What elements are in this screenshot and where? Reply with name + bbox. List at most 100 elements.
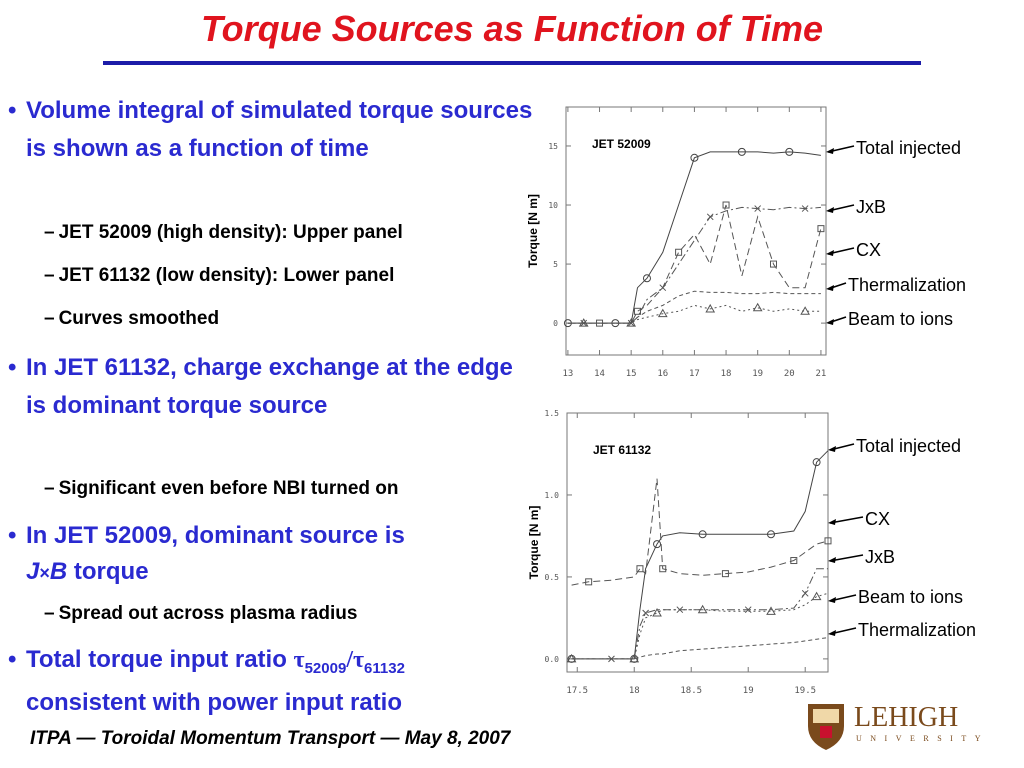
y-tick-label: 5 bbox=[553, 260, 558, 269]
x-tick-label: 21 bbox=[816, 369, 827, 379]
plot-frame bbox=[565, 106, 827, 356]
text: In JET 52009, dominant source is bbox=[26, 522, 405, 549]
footer: ITPA — Toroidal Momentum Transport — May… bbox=[30, 728, 511, 749]
series-line bbox=[567, 204, 822, 324]
marker bbox=[722, 201, 730, 209]
x-tick-label: 16 bbox=[657, 369, 668, 379]
y-tick-label: 1.0 bbox=[545, 491, 560, 500]
text: 52009 bbox=[304, 659, 347, 677]
marker bbox=[812, 458, 821, 467]
marker bbox=[697, 604, 708, 614]
marker bbox=[824, 537, 832, 545]
series-line bbox=[571, 450, 829, 660]
legend-label: Thermalization bbox=[848, 275, 966, 295]
x-tick-label: 19 bbox=[743, 686, 754, 696]
series-line bbox=[567, 206, 821, 324]
title-rule bbox=[103, 61, 921, 65]
legend-label: JxB bbox=[856, 197, 886, 217]
series-line bbox=[567, 151, 821, 324]
legend-arrowhead bbox=[826, 250, 834, 256]
marker bbox=[767, 530, 776, 539]
bullet: In JET 61132, charge exchange at the edg… bbox=[8, 349, 536, 425]
text: torque bbox=[73, 558, 149, 585]
marker bbox=[652, 607, 662, 617]
x-tick-label: 14 bbox=[594, 369, 605, 379]
chart-title: JET 61132 bbox=[593, 443, 651, 457]
marker bbox=[566, 653, 577, 663]
marker bbox=[766, 606, 776, 615]
text: J bbox=[26, 558, 40, 585]
marker bbox=[659, 565, 667, 573]
legend-label: Total injected bbox=[856, 138, 961, 158]
legend-arrowhead bbox=[828, 557, 836, 563]
marker bbox=[578, 318, 589, 327]
series-line bbox=[571, 592, 829, 660]
y-tick-label: 0.5 bbox=[545, 573, 560, 582]
marker bbox=[653, 540, 662, 549]
y-tick-label: 0 bbox=[553, 319, 558, 328]
marker bbox=[675, 248, 683, 256]
marker bbox=[705, 303, 716, 313]
title: Torque Sources as Function of Time bbox=[200, 8, 824, 49]
marker bbox=[636, 565, 644, 573]
text: /τ bbox=[346, 647, 365, 673]
series-line bbox=[571, 568, 828, 660]
y-axis-label: Torque [N m] bbox=[526, 194, 540, 268]
x-tick-label: 17.5 bbox=[566, 686, 588, 696]
sub-bullet: JET 52009 (high density): Upper panel bbox=[44, 222, 524, 244]
chart-title: JET 52009 bbox=[592, 137, 651, 151]
marker bbox=[642, 609, 649, 617]
marker bbox=[626, 318, 637, 327]
legend-label: JxB bbox=[865, 547, 895, 567]
legend-arrowhead bbox=[826, 148, 834, 154]
series-line bbox=[571, 478, 829, 586]
bullet: In JET 52009, dominant source is J×B torq… bbox=[8, 518, 536, 591]
marker bbox=[737, 147, 746, 156]
x-tick-label: 18.5 bbox=[680, 686, 702, 696]
logo-subtitle: UNIVERSITY bbox=[856, 734, 989, 743]
legend-label: CX bbox=[865, 509, 890, 529]
marker bbox=[752, 302, 763, 312]
marker bbox=[801, 589, 809, 597]
logo-shield bbox=[808, 704, 844, 750]
text: consistent with power input ratio bbox=[26, 688, 403, 716]
x-tick-label: 13 bbox=[562, 369, 573, 379]
legend-arrowhead bbox=[826, 285, 834, 291]
marker bbox=[690, 153, 699, 162]
series-line bbox=[571, 637, 829, 660]
marker bbox=[633, 307, 641, 315]
legend-arrowhead bbox=[828, 519, 836, 525]
legend-arrowhead bbox=[828, 597, 836, 603]
legend-label: CX bbox=[856, 240, 881, 260]
y-tick-label: 10 bbox=[548, 201, 558, 210]
marker bbox=[608, 655, 615, 663]
x-tick-label: 15 bbox=[626, 369, 637, 379]
legend-label: Total injected bbox=[856, 436, 961, 456]
x-tick-label: 18 bbox=[629, 686, 640, 696]
series-line bbox=[567, 290, 821, 324]
marker bbox=[585, 578, 593, 586]
bullet: Total torque input ratio τ52009/τ61132 co… bbox=[8, 643, 536, 720]
marker bbox=[785, 147, 794, 156]
x-tick-label: 19 bbox=[752, 369, 763, 379]
plot-frame bbox=[566, 412, 829, 673]
logo-name: LEHIGH bbox=[854, 702, 958, 733]
x-tick-label: 19.5 bbox=[794, 686, 816, 696]
text: τ bbox=[293, 647, 305, 673]
sub-bullet: Curves smoothed bbox=[44, 308, 524, 330]
legend-label: Thermalization bbox=[858, 620, 976, 640]
x-tick-label: 20 bbox=[784, 369, 795, 379]
marker bbox=[817, 225, 825, 233]
legend-arrowhead bbox=[826, 207, 834, 213]
marker bbox=[642, 274, 651, 283]
marker bbox=[769, 260, 777, 268]
marker bbox=[657, 308, 668, 318]
y-tick-label: 1.5 bbox=[545, 409, 560, 418]
sub-bullet: JET 61132 (low density): Lower panel bbox=[44, 265, 524, 287]
marker bbox=[698, 530, 707, 539]
text: 61132 bbox=[364, 659, 405, 677]
legend-arrowhead bbox=[828, 446, 836, 452]
sub-bullet: Significant even before NBI turned on bbox=[44, 478, 524, 500]
marker bbox=[706, 213, 714, 221]
